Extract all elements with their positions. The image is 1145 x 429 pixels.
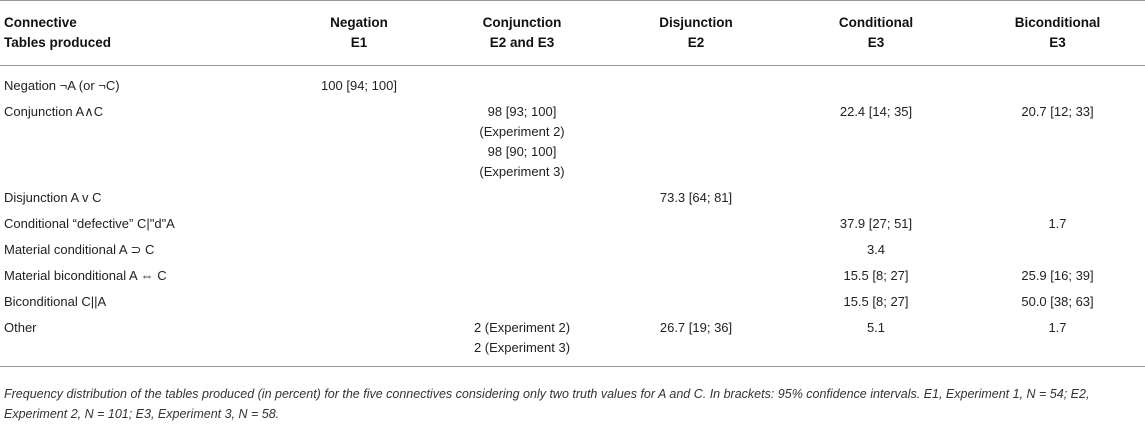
cell-disjunction [610,237,782,263]
header-conjunction: Conjunction E2 and E3 [482,15,562,50]
cell-negation: 100 [94; 100] [321,78,397,93]
cell-negation [284,99,434,185]
cell-conditional: 22.4 [14; 35] [839,104,913,119]
header-negation: Negation E1 [330,15,388,50]
cell-conditional [782,66,970,100]
table-row: Material conditional A ⊃ C 3.4 [0,237,1145,263]
cell-biconditional: 25.9 [16; 39] [1021,268,1094,283]
header-connective: Connective Tables produced [4,15,112,50]
header-row: Connective Tables produced Negation E1 C… [0,0,1145,66]
cell-conjunction [434,66,610,100]
cell-disjunction [610,99,782,185]
row-label: Material conditional A ⊃ C [4,242,155,257]
table-footnote: Frequency distribution of the tables pro… [4,387,1090,421]
cell-conjunction [434,211,610,237]
table-row: Other 2 (Experiment 2) 2 (Experiment 3) … [0,315,1145,367]
cell-conjunction: 2 (Experiment 2) 2 (Experiment 3) [473,320,571,355]
header-conditional: Conditional E3 [838,15,914,50]
cell-conditional: 15.5 [8; 27] [843,294,909,309]
header-biconditional: Biconditional E3 [1014,15,1101,50]
cell-disjunction [610,289,782,315]
cell-conditional: 5.1 [866,320,886,335]
cell-conjunction [434,237,610,263]
table-row: Conditional “defective” C|"d"A 37.9 [27;… [0,211,1145,237]
cell-biconditional [970,185,1145,211]
table-row: Disjunction A v C 73.3 [64; 81] [0,185,1145,211]
cell-disjunction [610,263,782,289]
cell-conditional [782,185,970,211]
table-row: Negation ¬A (or ¬C) 100 [94; 100] [0,66,1145,100]
cell-biconditional: 50.0 [38; 63] [1021,294,1094,309]
row-label: Conjunction A∧C [4,104,104,119]
cell-biconditional: 1.7 [1048,216,1067,231]
cell-disjunction: 26.7 [19; 36] [659,320,733,335]
cell-disjunction [610,211,782,237]
cell-conditional: 15.5 [8; 27] [843,268,909,283]
cell-biconditional [970,237,1145,263]
row-label: Biconditional C||A [4,294,107,309]
cell-conditional: 3.4 [866,242,886,257]
cell-conjunction [434,185,610,211]
cell-negation [284,237,434,263]
cell-conditional: 37.9 [27; 51] [839,216,913,231]
table-row: Conjunction A∧C 98 [93; 100] (Experiment… [0,99,1145,185]
cell-biconditional: 1.7 [1048,320,1067,335]
row-label: Negation ¬A (or ¬C) [4,78,120,93]
header-disjunction: Disjunction E2 [659,15,733,50]
cell-negation [284,211,434,237]
cell-disjunction [610,66,782,100]
cell-biconditional [970,66,1145,100]
cell-negation [284,263,434,289]
cell-negation [284,185,434,211]
row-label: Disjunction A v C [4,190,102,205]
cell-disjunction: 73.3 [64; 81] [659,190,733,205]
cell-conjunction [434,289,610,315]
cell-negation [284,315,434,367]
cell-negation [284,289,434,315]
table-row: Material biconditional A ⇔ C 15.5 [8; 27… [0,263,1145,289]
row-label: Other [4,320,37,335]
cell-biconditional: 20.7 [12; 33] [1021,104,1094,119]
cell-conjunction: 98 [93; 100] (Experiment 2) 98 [90; 100]… [479,104,565,179]
row-label: Conditional “defective” C|"d"A [4,216,175,231]
frequency-table: Connective Tables produced Negation E1 C… [0,0,1145,367]
cell-conjunction [434,263,610,289]
row-label: Material biconditional A ⇔ C [4,268,167,283]
table-row: Biconditional C||A 15.5 [8; 27] 50.0 [38… [0,289,1145,315]
